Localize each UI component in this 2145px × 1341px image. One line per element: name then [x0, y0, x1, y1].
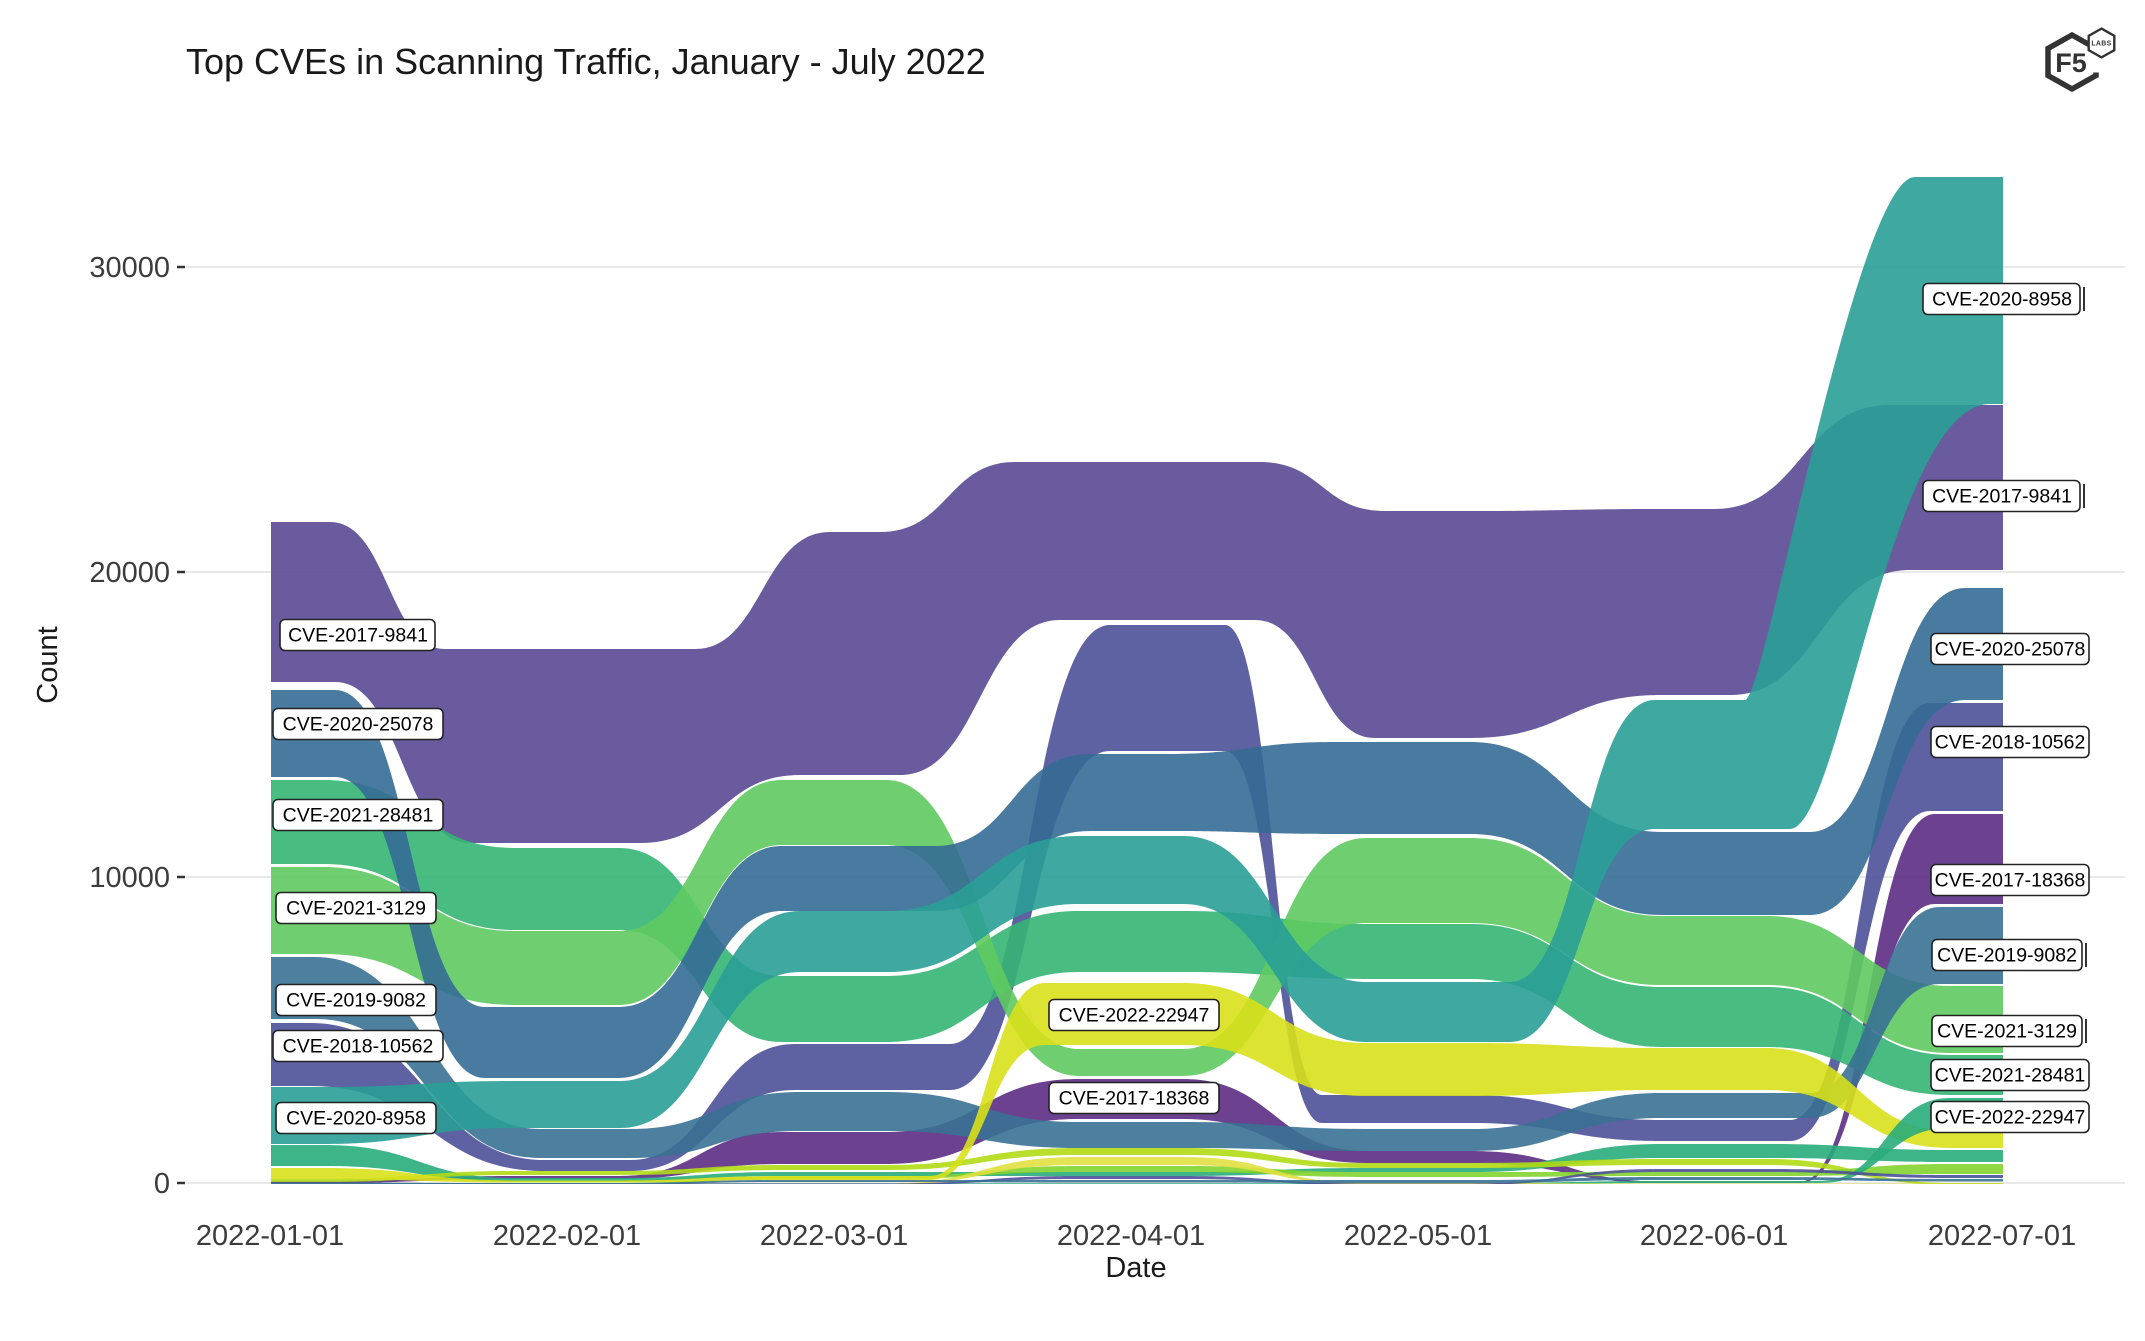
svg-text:CVE-2022-22947: CVE-2022-22947	[1059, 1005, 1210, 1027]
svg-text:2022-01-01: 2022-01-01	[196, 1220, 344, 1252]
svg-text:2022-07-01: 2022-07-01	[1928, 1220, 2076, 1252]
svg-text:CVE-2019-9082: CVE-2019-9082	[1937, 945, 2077, 967]
svg-text:CVE-2018-10562: CVE-2018-10562	[283, 1036, 434, 1058]
svg-text:2022-03-01: 2022-03-01	[760, 1220, 908, 1252]
svg-text:CVE-2021-28481: CVE-2021-28481	[283, 805, 434, 827]
svg-text:CVE-2019-9082: CVE-2019-9082	[286, 990, 426, 1012]
svg-text:CVE-2020-25078: CVE-2020-25078	[283, 714, 434, 736]
svg-text:CVE-2021-3129: CVE-2021-3129	[286, 898, 426, 920]
svg-text:CVE-2022-22947: CVE-2022-22947	[1935, 1107, 2086, 1129]
svg-text:CVE-2021-28481: CVE-2021-28481	[1935, 1065, 2086, 1087]
svg-text:Date: Date	[1105, 1252, 1166, 1284]
svg-text:CVE-2017-9841: CVE-2017-9841	[1932, 486, 2072, 508]
svg-text:2022-02-01: 2022-02-01	[493, 1220, 641, 1252]
svg-text:CVE-2017-9841: CVE-2017-9841	[288, 625, 428, 647]
svg-text:20000: 20000	[89, 557, 170, 589]
svg-text:CVE-2017-18368: CVE-2017-18368	[1935, 870, 2086, 892]
svg-text:CVE-2018-10562: CVE-2018-10562	[1935, 732, 2086, 754]
svg-text:2022-04-01: 2022-04-01	[1057, 1220, 1205, 1252]
svg-text:CVE-2017-18368: CVE-2017-18368	[1059, 1088, 1210, 1110]
svg-text:2022-06-01: 2022-06-01	[1640, 1220, 1788, 1252]
svg-text:Top CVEs in Scanning Traffic,: Top CVEs in Scanning Traffic, January - …	[186, 41, 986, 82]
svg-text:CVE-2021-3129: CVE-2021-3129	[1937, 1021, 2077, 1043]
svg-text:2022-05-01: 2022-05-01	[1344, 1220, 1492, 1252]
svg-text:CVE-2020-8958: CVE-2020-8958	[1932, 289, 2072, 311]
svg-text:0: 0	[154, 1168, 170, 1200]
svg-text:F5: F5	[2055, 48, 2087, 78]
svg-text:10000: 10000	[89, 862, 170, 894]
svg-text:30000: 30000	[89, 252, 170, 284]
svg-text:CVE-2020-8958: CVE-2020-8958	[286, 1108, 426, 1130]
svg-text:CVE-2020-25078: CVE-2020-25078	[1935, 639, 2086, 661]
svg-text:Count: Count	[32, 626, 64, 703]
svg-text:LABS: LABS	[2091, 41, 2111, 48]
